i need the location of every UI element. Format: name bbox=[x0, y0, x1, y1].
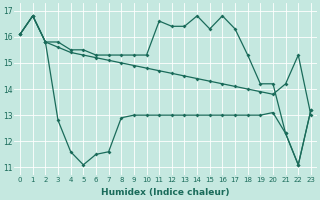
X-axis label: Humidex (Indice chaleur): Humidex (Indice chaleur) bbox=[101, 188, 230, 197]
